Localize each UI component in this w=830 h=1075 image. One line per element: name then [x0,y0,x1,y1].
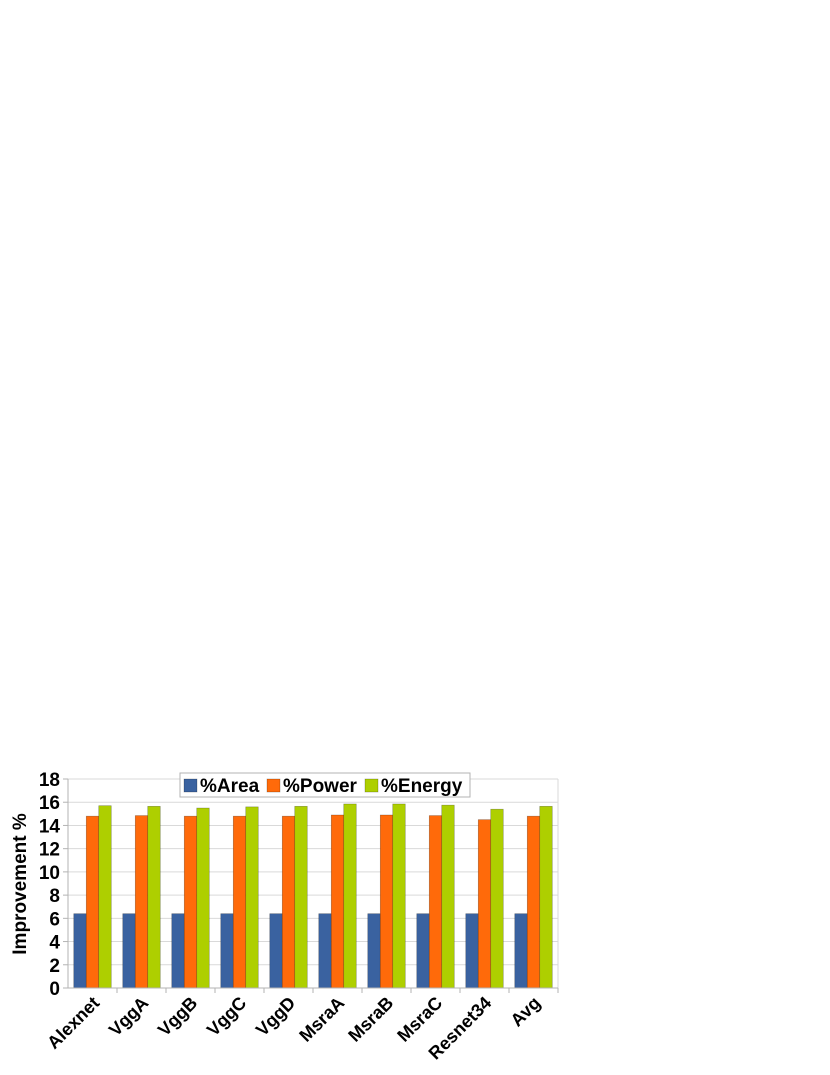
bars [73,803,553,989]
y-tick-label: 0 [49,979,60,1000]
bar-energy-msrab [392,803,406,989]
bar-power-vggc [232,815,247,989]
legend-label: %Area [200,776,260,797]
x-category-label: VggC [203,993,250,1040]
bar-energy-vgga [147,805,161,989]
legend-label: %Power [283,776,358,797]
legend-label: %Energy [381,776,463,797]
x-category-label: Avg [507,993,545,1031]
bar-area-vgga [122,913,136,989]
x-category-label: Alexnet [43,993,103,1053]
bar-power-vggd [281,815,296,989]
x-category-label: VggA [105,993,152,1040]
bar-power-msrac [428,815,443,989]
bar-power-vggb [183,815,198,989]
legend: %Area %Power %Energy [179,772,471,798]
bar-energy-resnet34 [490,808,504,989]
bar-power-resnet34 [477,819,492,989]
x-category-label: MsraA [295,993,348,1046]
bar-area-alexnet [73,913,87,989]
bar-area-vggc [220,913,234,989]
x-category-label: MsraB [344,993,397,1046]
bar-area-vggd [269,913,283,989]
y-tick-label: 18 [39,770,60,791]
legend-swatch [266,778,281,793]
legend-swatch [364,778,379,793]
bar-power-vgga [134,815,149,989]
y-tick-label: 14 [39,816,61,837]
bar-area-avg [514,913,528,989]
bar-energy-alexnet [98,805,112,989]
bar-area-msrab [367,913,381,989]
bar-energy-vggb [196,807,210,989]
y-tick-label: 4 [49,933,60,954]
bar-power-msraa [330,814,345,989]
legend-swatch [183,778,198,793]
bar-energy-avg [539,805,553,989]
y-tick-label: 8 [49,886,60,907]
bar-power-alexnet [85,815,100,989]
x-category-label: VggD [252,993,299,1040]
bar-area-msrac [416,913,430,989]
y-axis-title: Improvement % [10,813,31,955]
bar-energy-msrac [441,804,455,989]
y-tick-label: 10 [39,863,60,884]
bar-energy-vggd [294,805,308,989]
bar-power-avg [526,815,541,989]
axes [63,778,559,993]
y-tick-label: 12 [39,840,60,861]
x-category-label: VggB [154,993,201,1040]
bar-energy-vggc [245,806,259,989]
bar-energy-msraa [343,803,357,989]
x-category-labels: Alexnet VggA VggB VggC VggDMsraAMsraBMsraCRe… [43,993,544,1064]
bar-area-vggb [171,913,185,989]
bar-area-resnet34 [465,913,479,989]
y-tick-label: 16 [39,793,60,814]
bar-area-msraa [318,913,332,989]
y-tick-label: 2 [49,956,60,977]
legend-box [179,772,471,798]
bar-power-msrab [379,814,394,989]
y-tick-label: 6 [49,909,60,930]
